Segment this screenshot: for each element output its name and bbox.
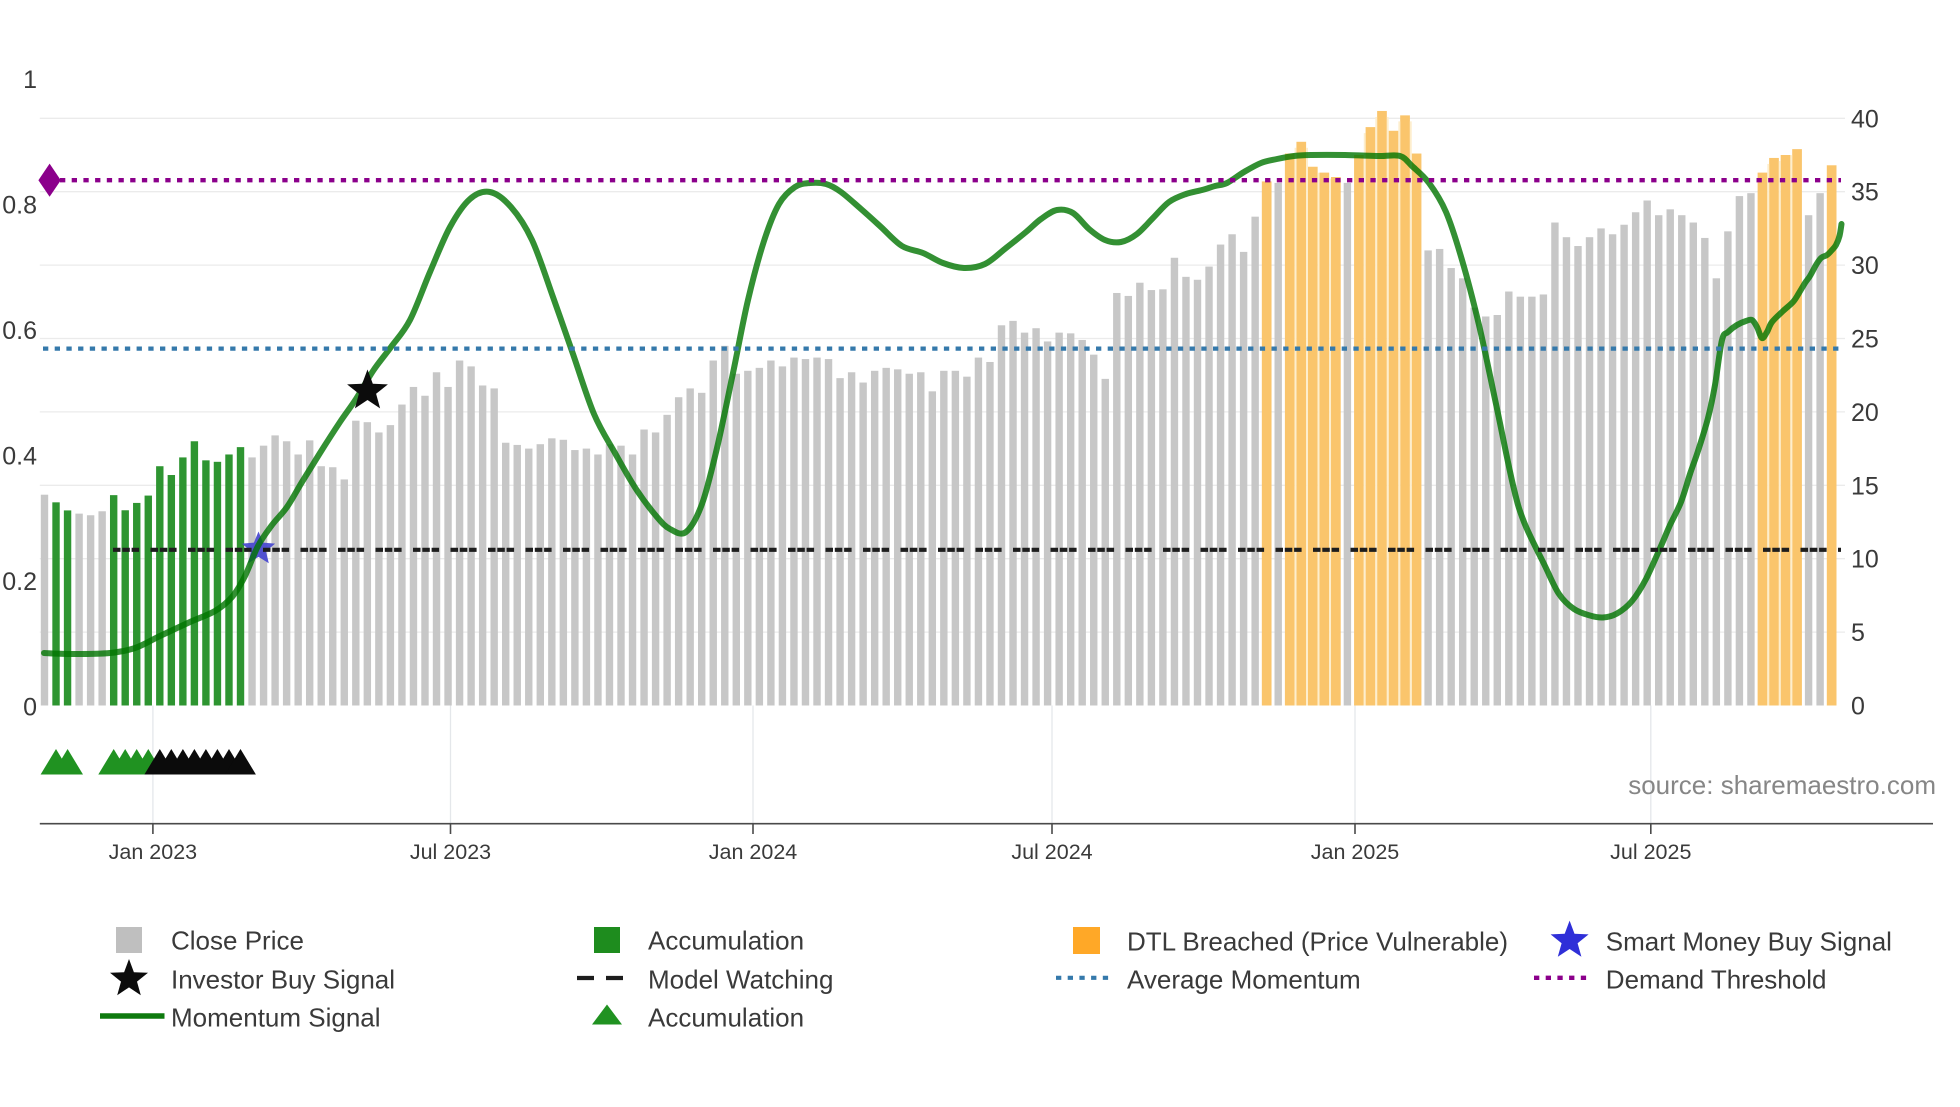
svg-text:Model Watching: Model Watching: [648, 965, 833, 995]
svg-text:20: 20: [1851, 399, 1879, 427]
svg-text:Accumulation: Accumulation: [648, 926, 804, 956]
svg-text:1: 1: [23, 66, 37, 94]
svg-text:Investor Buy Signal: Investor Buy Signal: [171, 965, 395, 995]
svg-text:Jul 2023: Jul 2023: [410, 840, 491, 864]
svg-text:35: 35: [1851, 179, 1879, 207]
svg-text:Jul 2025: Jul 2025: [1610, 840, 1691, 864]
svg-text:Jan 2023: Jan 2023: [109, 840, 198, 864]
svg-text:10: 10: [1851, 546, 1879, 574]
svg-text:0: 0: [1851, 693, 1865, 721]
svg-text:Momentum Signal: Momentum Signal: [171, 1003, 381, 1033]
svg-text:30: 30: [1851, 252, 1879, 280]
svg-text:Jan 2025: Jan 2025: [1311, 840, 1400, 864]
svg-text:Accumulation: Accumulation: [648, 1003, 804, 1033]
svg-text:source: sharemaestro.com: source: sharemaestro.com: [1628, 770, 1936, 800]
svg-text:Jul 2024: Jul 2024: [1011, 840, 1092, 864]
svg-text:0.4: 0.4: [2, 443, 37, 471]
svg-text:Smart Money Buy Signal: Smart Money Buy Signal: [1606, 927, 1892, 957]
svg-text:0: 0: [23, 694, 37, 722]
svg-text:Demand Threshold: Demand Threshold: [1606, 965, 1827, 995]
svg-text:25: 25: [1851, 326, 1879, 354]
svg-text:DTL Breached (Price Vulnerable: DTL Breached (Price Vulnerable): [1127, 927, 1508, 957]
svg-text:5: 5: [1851, 619, 1865, 647]
svg-text:Jan 2024: Jan 2024: [709, 840, 798, 864]
svg-text:15: 15: [1851, 472, 1879, 500]
svg-text:0.2: 0.2: [2, 568, 37, 596]
svg-text:0.6: 0.6: [2, 317, 37, 345]
svg-text:0.8: 0.8: [2, 192, 37, 220]
svg-text:40: 40: [1851, 105, 1879, 133]
svg-text:Close Price: Close Price: [171, 926, 304, 956]
svg-text:Average Momentum: Average Momentum: [1127, 965, 1361, 995]
